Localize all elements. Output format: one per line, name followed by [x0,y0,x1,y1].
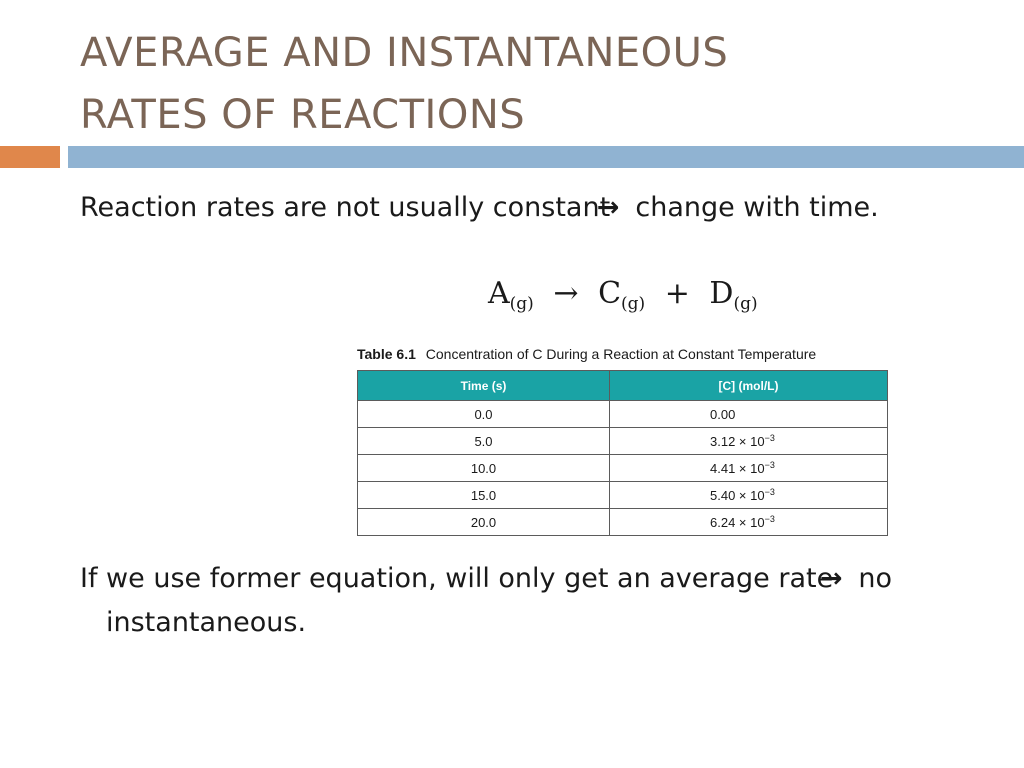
cell-concentration: 5.40 × 10−3 [609,481,888,509]
product-d: D [709,276,734,311]
table-caption-text: Concentration of C During a Reaction at … [425,346,817,362]
table-header-row: Time (s) [C] (mol/L) [357,370,888,401]
plus-sign: + [664,276,690,311]
slide-title: AVERAGE AND INSTANTANEOUS RATES OF REACT… [80,22,728,146]
concentration-exponent: −3 [764,487,775,497]
concentration-exponent: −3 [764,460,775,470]
concentration-exponent: −3 [764,514,775,524]
concentration-value: 0.00 [710,406,736,422]
bullet-average-rate: If we use former equation, will only get… [80,557,1006,645]
concentration-value: 4.41 × 10 [710,461,765,476]
cell-time: 5.0 [357,427,610,455]
cell-time: 0.0 [357,400,610,428]
cell-concentration: 3.12 × 10−3 [609,427,888,455]
bullet-2-text-start: If we use former equation, will only get… [80,563,834,594]
concentration-value: 6.24 × 10 [710,515,765,530]
title-accent-bar [0,146,60,168]
product-c: C [598,276,622,311]
cell-concentration: 0.00 [609,400,888,428]
slide-title-line-2: RATES OF REACTIONS [80,92,526,138]
right-arrow-icon: → [596,192,620,223]
table-row: 10.0 4.41 × 10−3 [357,454,888,482]
table-row: 20.0 6.24 × 10−3 [357,508,888,536]
cell-concentration: 4.41 × 10−3 [609,454,888,482]
table-row: 0.0 0.00 [357,400,888,428]
cell-concentration: 6.24 × 10−3 [609,508,888,536]
concentration-value: 5.40 × 10 [710,488,765,503]
product-d-state: (g) [733,294,758,314]
concentration-value: 3.12 × 10 [710,434,765,449]
table-row: 15.0 5.40 × 10−3 [357,481,888,509]
reactant-a: A [488,276,510,311]
header-concentration: [C] (mol/L) [609,370,888,401]
right-arrow-icon: → [819,563,843,594]
header-time: Time (s) [357,370,610,401]
concentration-exponent: −3 [764,433,775,443]
slide-title-line-1: AVERAGE AND INSTANTANEOUS [80,30,729,76]
title-divider-bar [68,146,1024,168]
cell-time: 20.0 [357,508,610,536]
reaction-arrow-icon: → [553,276,579,311]
concentration-table: Time (s) [C] (mol/L) 0.0 0.00 5.0 3.12 ×… [357,370,888,536]
cell-time: 15.0 [357,481,610,509]
bullet-2-text-end: no instantaneous. [106,563,893,638]
table-caption: Table 6.1 Concentration of C During a Re… [357,346,816,362]
cell-time: 10.0 [357,454,610,482]
reactant-a-state: (g) [509,294,534,314]
bullet-reaction-rates: Reaction rates are not usually constant … [80,186,1006,230]
bullet-1-text-end: change with time. [635,192,879,223]
reaction-equation: A(g) → C(g) + D(g) [488,276,758,314]
table-row: 5.0 3.12 × 10−3 [357,427,888,455]
product-c-state: (g) [621,294,646,314]
bullet-1-text-start: Reaction rates are not usually constant [80,192,611,223]
table-caption-number: Table 6.1 [357,346,416,362]
